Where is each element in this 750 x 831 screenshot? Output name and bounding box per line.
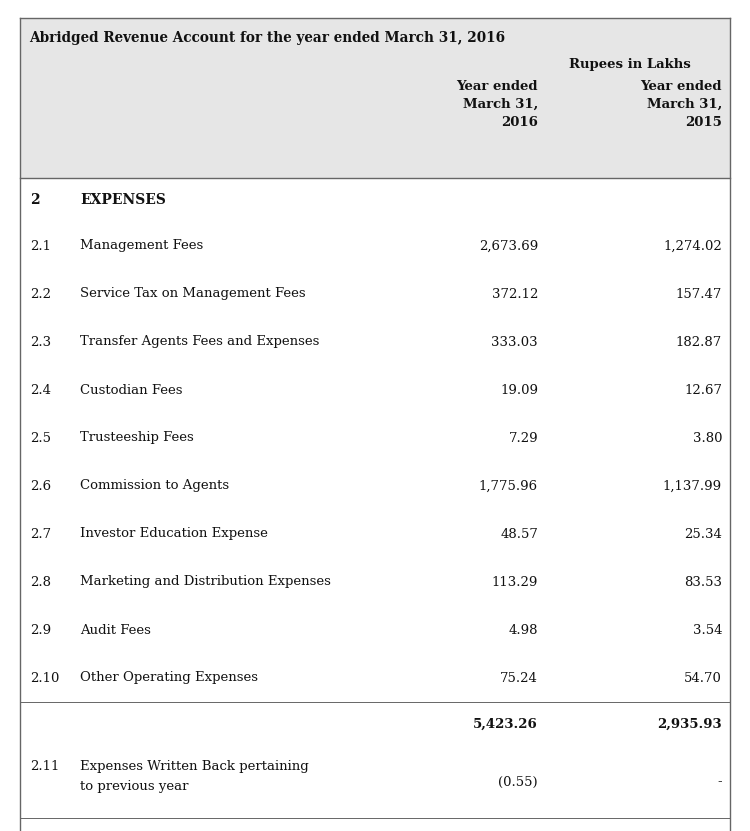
Text: Rupees in Lakhs: Rupees in Lakhs	[569, 58, 691, 71]
Text: 2.11: 2.11	[30, 760, 59, 773]
Text: 75.24: 75.24	[500, 671, 538, 685]
Text: 48.57: 48.57	[500, 528, 538, 540]
Text: Other Operating Expenses: Other Operating Expenses	[80, 671, 258, 685]
Text: 4.98: 4.98	[509, 623, 538, 637]
Text: Transfer Agents Fees and Expenses: Transfer Agents Fees and Expenses	[80, 336, 320, 348]
Text: Expenses Written Back pertaining: Expenses Written Back pertaining	[80, 760, 309, 773]
Text: 2,673.69: 2,673.69	[478, 239, 538, 253]
Text: 2.6: 2.6	[30, 479, 51, 493]
Text: 2.2: 2.2	[30, 288, 51, 301]
Text: EXPENSES: EXPENSES	[80, 193, 166, 207]
Text: March 31,: March 31,	[463, 98, 538, 111]
Text: 7.29: 7.29	[509, 431, 538, 445]
Text: Marketing and Distribution Expenses: Marketing and Distribution Expenses	[80, 576, 331, 588]
Text: 12.67: 12.67	[684, 383, 722, 396]
Text: 113.29: 113.29	[492, 576, 538, 588]
Text: 2.3: 2.3	[30, 336, 51, 348]
Text: Year ended: Year ended	[457, 80, 538, 93]
Text: 2.7: 2.7	[30, 528, 51, 540]
Text: Service Tax on Management Fees: Service Tax on Management Fees	[80, 288, 306, 301]
Text: 2.4: 2.4	[30, 383, 51, 396]
Text: to previous year: to previous year	[80, 780, 188, 793]
Text: Custodian Fees: Custodian Fees	[80, 383, 182, 396]
Text: 2.5: 2.5	[30, 431, 51, 445]
Text: March 31,: March 31,	[646, 98, 722, 111]
Text: 182.87: 182.87	[676, 336, 722, 348]
Text: 1,775.96: 1,775.96	[478, 479, 538, 493]
Text: -: -	[717, 775, 722, 789]
Text: (0.55): (0.55)	[498, 775, 538, 789]
Text: Year ended: Year ended	[640, 80, 722, 93]
Text: 1,274.02: 1,274.02	[663, 239, 722, 253]
Text: 2.8: 2.8	[30, 576, 51, 588]
Text: 157.47: 157.47	[676, 288, 722, 301]
Text: 2.10: 2.10	[30, 671, 59, 685]
Text: 3.80: 3.80	[692, 431, 722, 445]
Text: 3.54: 3.54	[692, 623, 722, 637]
Bar	[20, 18, 730, 178]
Text: 2015: 2015	[686, 116, 722, 129]
Text: 54.70: 54.70	[684, 671, 722, 685]
Text: 2,935.93: 2,935.93	[657, 717, 722, 730]
Text: 5,423.26: 5,423.26	[473, 717, 538, 730]
Text: 2016: 2016	[501, 116, 538, 129]
Text: 1,137.99: 1,137.99	[663, 479, 722, 493]
Text: Commission to Agents: Commission to Agents	[80, 479, 230, 493]
Text: Abridged Revenue Account for the year ended March 31, 2016: Abridged Revenue Account for the year en…	[29, 31, 506, 45]
Text: 25.34: 25.34	[684, 528, 722, 540]
Text: 2: 2	[30, 193, 40, 207]
Text: Trusteeship Fees: Trusteeship Fees	[80, 431, 194, 445]
Text: 2.9: 2.9	[30, 623, 51, 637]
Text: 19.09: 19.09	[500, 383, 538, 396]
Text: 83.53: 83.53	[684, 576, 722, 588]
Text: 372.12: 372.12	[492, 288, 538, 301]
Text: Management Fees: Management Fees	[80, 239, 203, 253]
Text: 333.03: 333.03	[491, 336, 538, 348]
Text: 2.1: 2.1	[30, 239, 51, 253]
Text: Investor Education Expense: Investor Education Expense	[80, 528, 268, 540]
Text: Audit Fees: Audit Fees	[80, 623, 151, 637]
